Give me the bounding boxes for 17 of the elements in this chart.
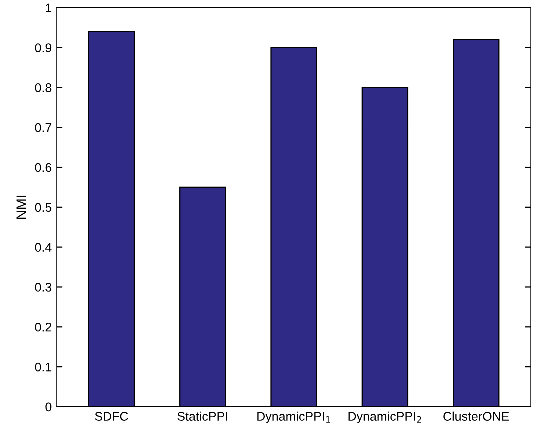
x-tick-label: SDFC [95, 412, 128, 421]
y-tick-label: 0 [46, 402, 52, 412]
x-tick-label: DynamicPPI$_{1}$ [258, 412, 330, 424]
x-tick-label: DynamicPPI$_{2}$ [348, 412, 422, 424]
y-tick-label: 1 [46, 4, 52, 12]
x-tick-label: StaticPPI [178, 412, 228, 421]
y-tick-label: 0.5 [35, 203, 52, 212]
y-tick-label: 0.2 [35, 322, 52, 332]
y-tick-label: 0.8 [35, 84, 52, 92]
y-tick-label: 0.7 [35, 123, 52, 132]
y-tick-label: 0.3 [35, 283, 52, 292]
y-tick-label: 0.4 [35, 243, 52, 252]
y-tick-label: 0.1 [35, 362, 52, 372]
y-tick-label: 0.9 [35, 44, 52, 52]
y-tick-label: 0.6 [35, 163, 52, 172]
y-axis-title: NMI [16, 196, 26, 220]
x-tick-label: ClusterONE [444, 412, 510, 421]
